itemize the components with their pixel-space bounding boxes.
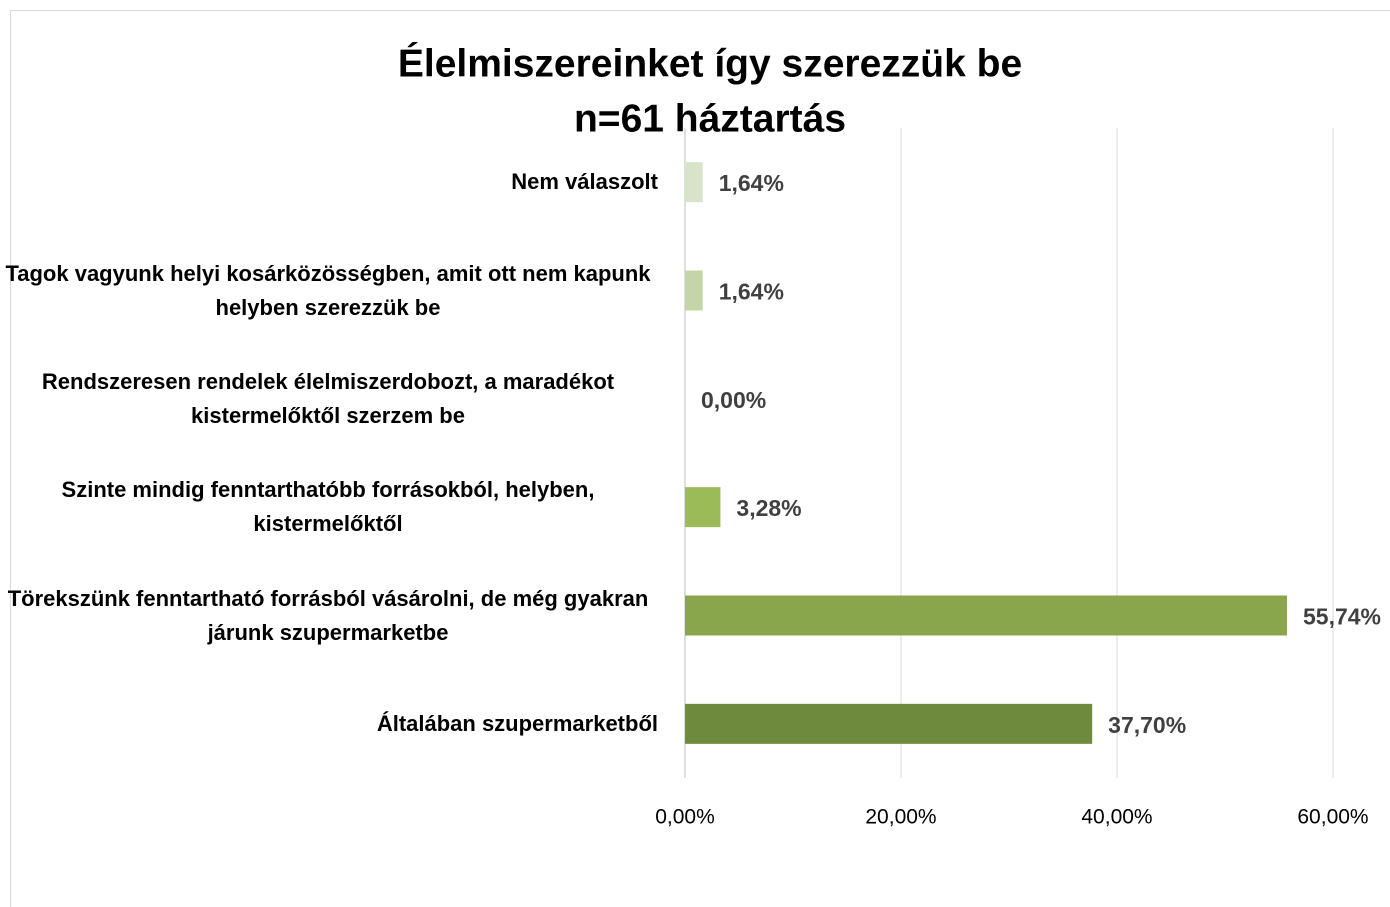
bar xyxy=(685,270,703,311)
x-tick-label: 40,00% xyxy=(1081,806,1152,829)
data-label: 1,64% xyxy=(719,279,784,305)
chart-title: Élelmiszereinket így szerezzük be xyxy=(398,41,1022,85)
data-label: 1,64% xyxy=(719,170,784,196)
y-tick-label: Tagok vagyunk helyi kosárközösségben, am… xyxy=(0,257,658,325)
chart-frame xyxy=(10,10,1390,907)
data-label: 0,00% xyxy=(701,387,766,413)
x-tick-label: 0,00% xyxy=(655,806,715,829)
category-text: Szinte mindig fenntarthatóbb forrásokból… xyxy=(61,477,595,537)
data-label: 55,74% xyxy=(1303,604,1381,630)
x-tick-label: 60,00% xyxy=(1297,806,1368,829)
category-text: Nem válaszolt xyxy=(511,169,658,195)
category-text: Általában szupermarketből xyxy=(376,710,658,736)
y-tick-label: Nem válaszolt xyxy=(0,165,658,199)
bar xyxy=(685,162,703,203)
chart-subtitle: n=61 háztartás xyxy=(574,97,846,140)
y-tick-label: Rendszeresen rendelek élelmiszerdobozt, … xyxy=(0,365,658,433)
category-text: Törekszünk fenntartható forrásból vásáro… xyxy=(7,585,649,645)
bar xyxy=(685,595,1287,636)
y-tick-label: Általában szupermarketből xyxy=(0,707,658,741)
y-tick-label: Törekszünk fenntartható forrásból vásáro… xyxy=(0,582,658,650)
y-tick-label: Szinte mindig fenntarthatóbb forrásokból… xyxy=(0,473,658,541)
bar xyxy=(685,487,721,528)
category-text: Tagok vagyunk helyi kosárközösségben, am… xyxy=(5,260,651,320)
data-label: 37,70% xyxy=(1108,712,1186,738)
x-tick-label: 20,00% xyxy=(865,806,936,829)
bar xyxy=(685,703,1093,744)
data-label: 3,28% xyxy=(736,495,801,521)
category-text: Rendszeresen rendelek élelmiszerdobozt, … xyxy=(41,368,615,428)
